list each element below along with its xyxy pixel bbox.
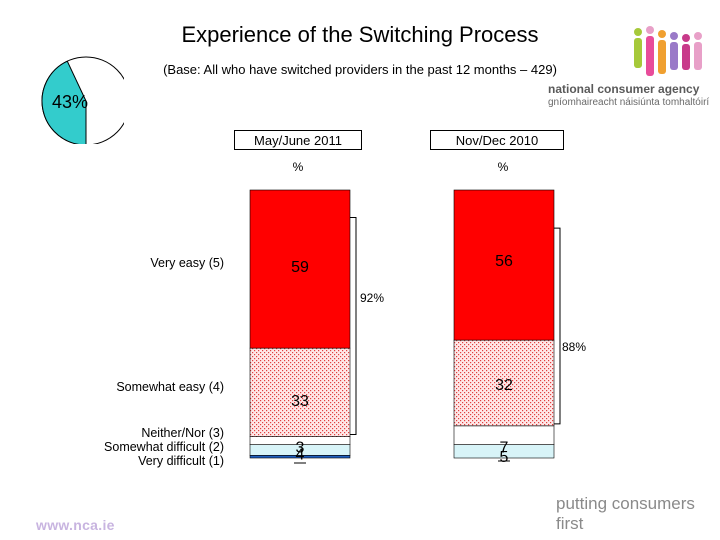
net-easy-label: 88% [562, 340, 586, 354]
bar-segment [249, 436, 351, 445]
bar-value-neither-nor: 3 [296, 440, 305, 457]
bar-value-somewhat-difficult: 4 [296, 446, 305, 463]
bar-value-somewhat-difficult: 5 [500, 449, 509, 466]
logo-figures [634, 26, 702, 76]
chart-subtitle: (Base: All who have switched providers i… [163, 62, 557, 77]
footer-tagline: putting consumers first [556, 494, 695, 533]
footer-url[interactable]: www.nca.ie [36, 517, 115, 533]
column-header-nov-dec-2010: Nov/Dec 2010 [430, 130, 564, 150]
net-easy-bracket [350, 216, 357, 436]
bar-value-somewhat-easy: 33 [291, 393, 309, 410]
bar-value-neither-nor: 7 [500, 440, 509, 457]
logo-text-en: national consumer agency [548, 82, 700, 96]
column-header-may-june-2011: May/June 2011 [234, 130, 362, 150]
bar-value-very-easy: 56 [495, 253, 513, 270]
logo-text-ga: gníomhaireacht náisiúnta tomhaltóirí [548, 97, 710, 108]
pie-slice [41, 60, 87, 144]
pie-value-label: 43% [52, 92, 89, 112]
bar-segment [249, 455, 351, 459]
row-label-somewhat-easy: Somewhat easy (4) [116, 380, 224, 394]
unit-label-1: % [497, 160, 509, 174]
chart-title: Experience of the Switching Process [181, 22, 539, 47]
row-label-very-difficult: Very difficult (1) [138, 454, 224, 468]
bar-segment [249, 444, 351, 456]
unit-label-0: % [292, 160, 304, 174]
pie-chart [41, 56, 124, 144]
row-label-somewhat-difficult: Somewhat difficult (2) [104, 440, 224, 454]
bar-value-very-easy: 59 [291, 259, 309, 276]
net-easy-label: 92% [360, 291, 384, 305]
bar-segment [453, 339, 555, 427]
row-label-difficult-group: Neither/Nor (3) Somewhat difficult (2) V… [4, 426, 224, 468]
bar-segment [249, 347, 351, 437]
row-label-neither-nor: Neither/Nor (3) [141, 426, 224, 440]
net-easy-bracket [554, 227, 561, 425]
bar-segment [453, 425, 555, 445]
row-label-very-easy: Very easy (5) [150, 256, 224, 270]
bar-segment [453, 189, 555, 341]
bar-segment [453, 444, 555, 459]
bar-value-somewhat-easy: 32 [495, 377, 513, 394]
logo-people-icon [634, 26, 702, 76]
bar-segment [249, 189, 351, 349]
